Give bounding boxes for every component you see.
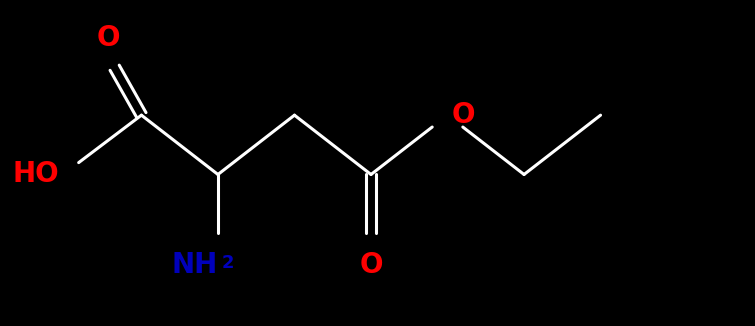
Text: HO: HO: [13, 160, 59, 188]
Text: O: O: [359, 251, 383, 279]
Text: O: O: [96, 24, 120, 52]
Text: O: O: [451, 101, 475, 129]
Text: 2: 2: [222, 254, 234, 272]
Text: NH: NH: [171, 251, 218, 279]
